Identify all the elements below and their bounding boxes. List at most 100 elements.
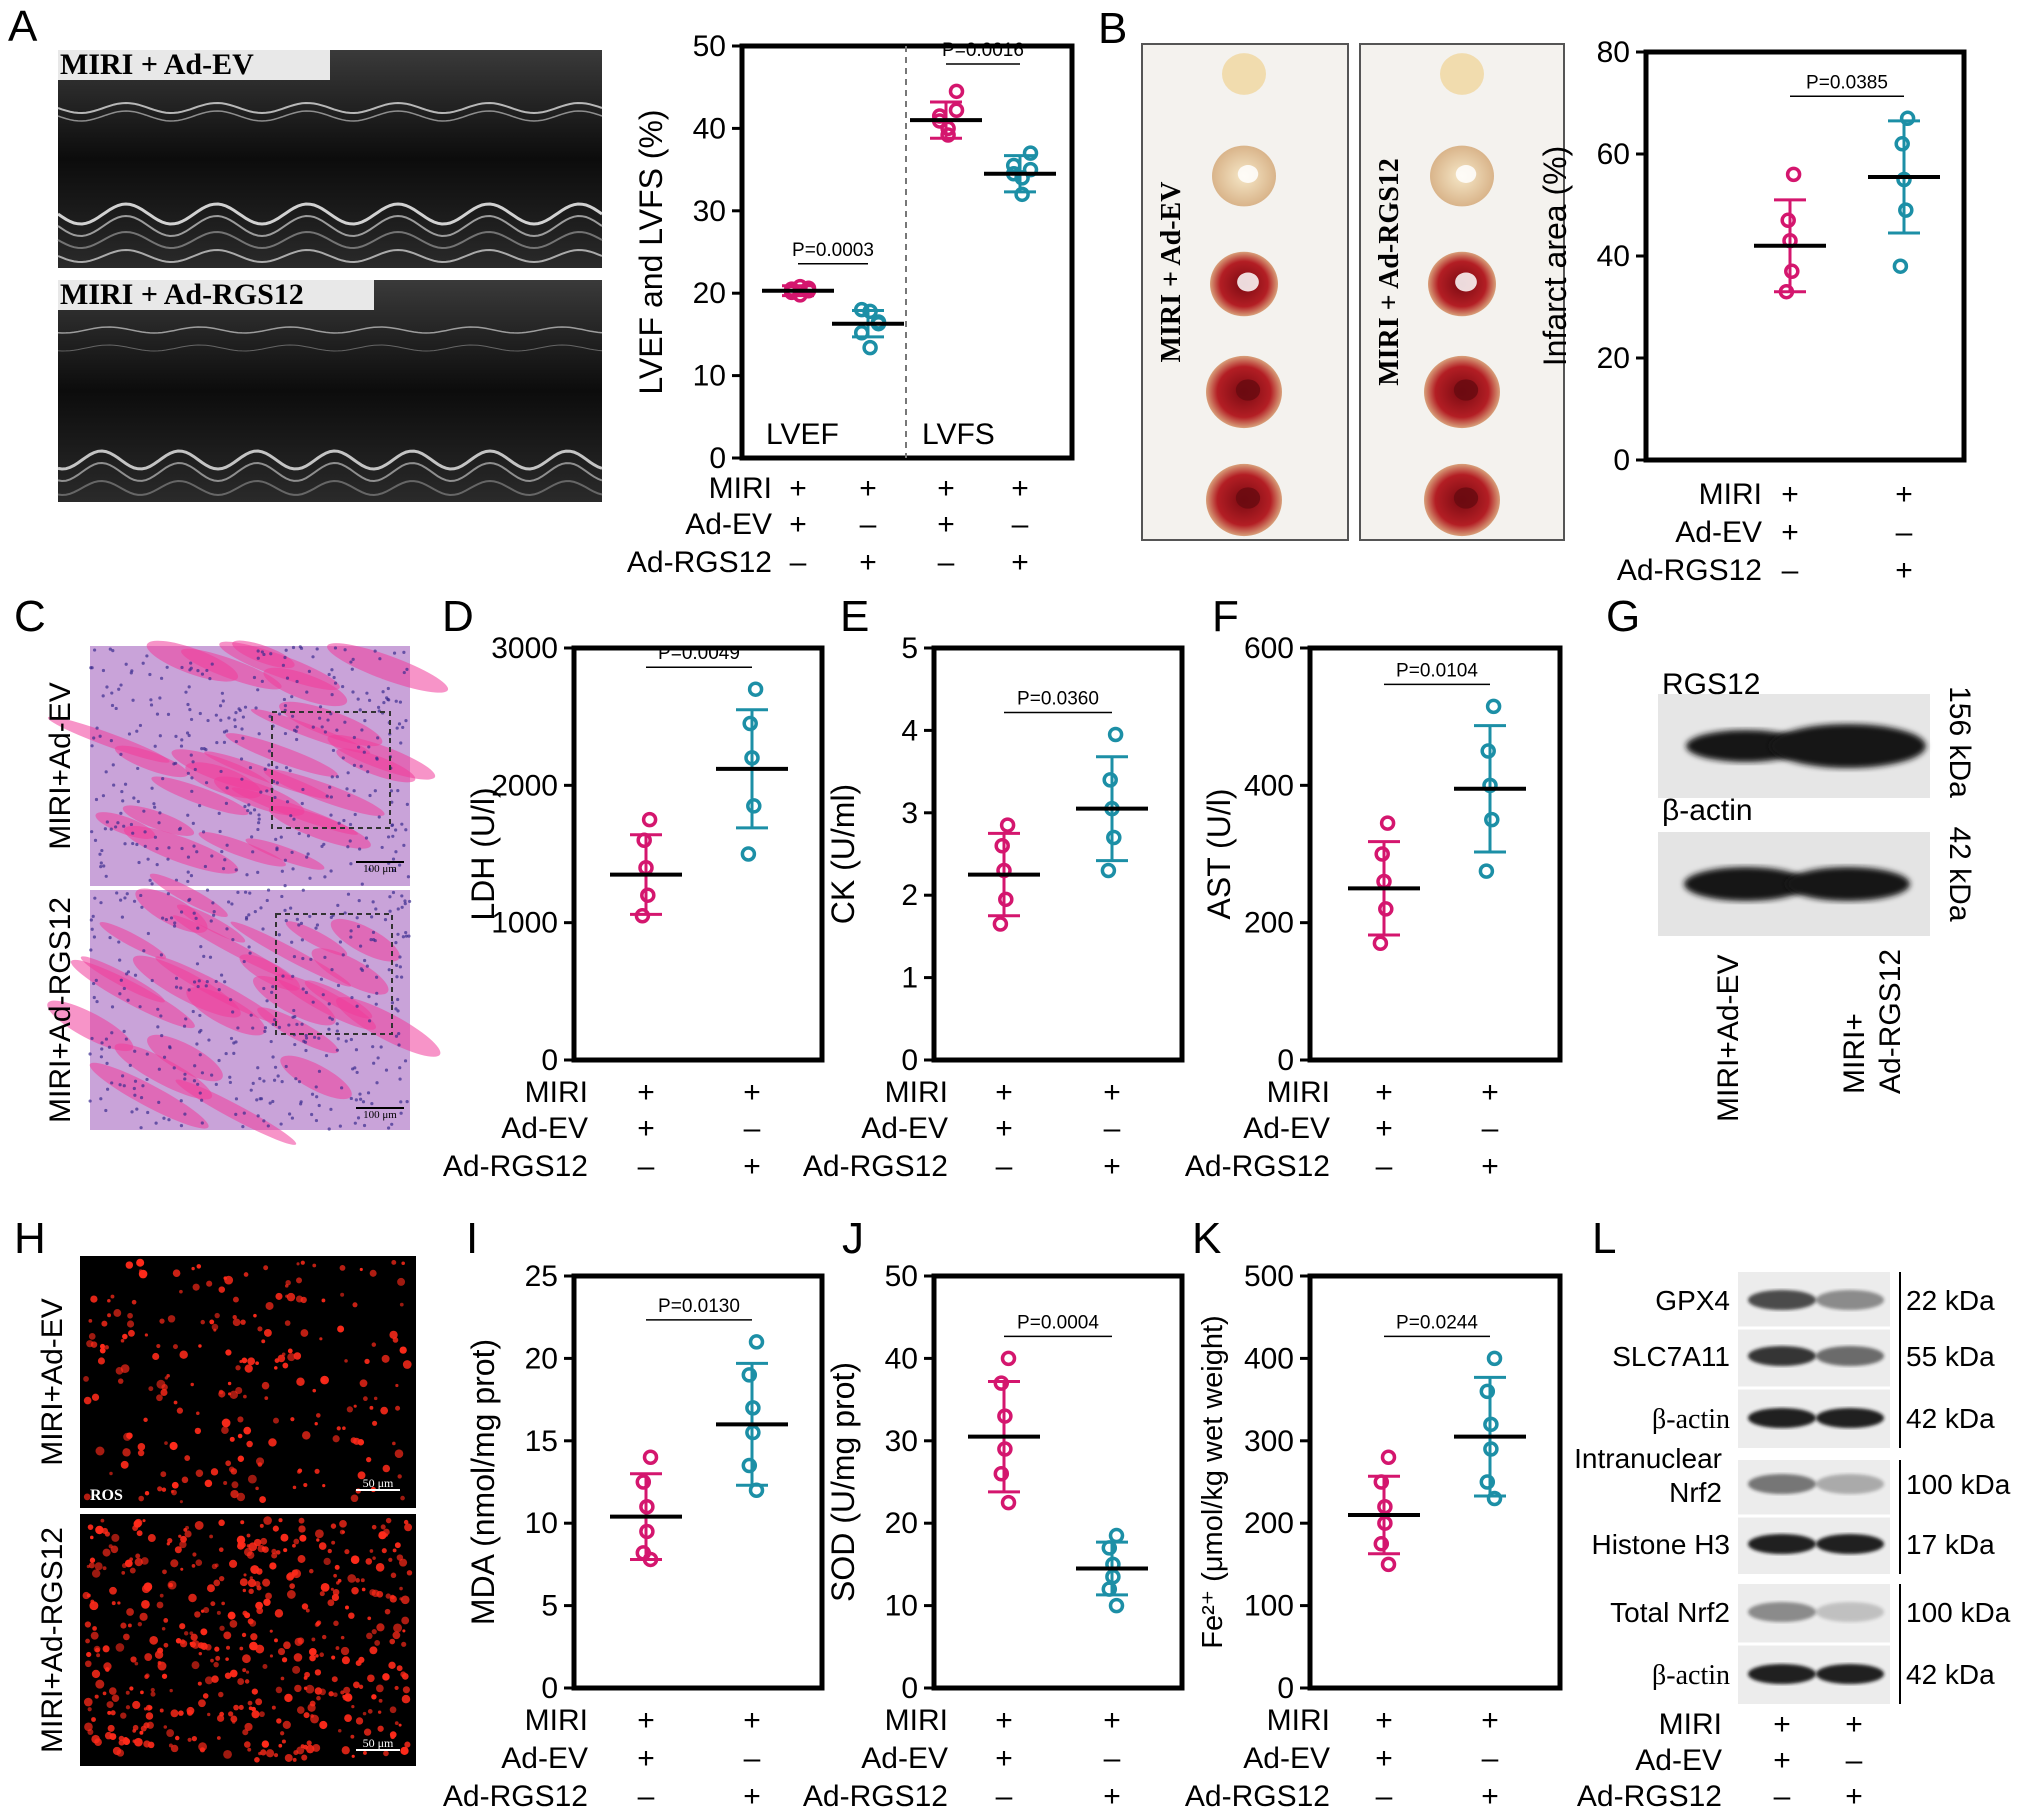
he-nucleus [211, 901, 214, 904]
ros-dot [333, 1692, 338, 1697]
he-nucleus [392, 857, 395, 860]
he-nucleus [95, 726, 98, 729]
ros-dot [109, 1687, 117, 1695]
ros-dot [242, 1654, 251, 1663]
ros-dot [389, 1331, 397, 1339]
ros-dot [222, 1419, 231, 1428]
he-nucleus [259, 791, 262, 794]
ros-dot [139, 1269, 142, 1272]
ros-dot [225, 1657, 229, 1661]
he-nucleus [207, 1038, 210, 1041]
he-nucleus [342, 953, 345, 956]
he-nucleus [275, 766, 278, 769]
ros-dot [282, 1352, 286, 1356]
he-label-rgs12: MIRI+Ad-RGS12 [44, 897, 77, 1123]
he-nucleus [336, 1022, 339, 1025]
he-nucleus [118, 959, 121, 962]
he-nucleus [288, 1112, 291, 1115]
he-nucleus [99, 1097, 102, 1100]
he-nucleus [203, 747, 206, 750]
he-nucleus [263, 1030, 266, 1033]
ros-dot [191, 1267, 194, 1270]
he-nucleus [390, 789, 393, 792]
he-nucleus [387, 1126, 390, 1129]
he-nucleus [357, 1116, 360, 1119]
he-nucleus [88, 1052, 91, 1055]
ros-dot [280, 1534, 288, 1542]
he-nucleus [243, 805, 246, 808]
he-nucleus [361, 969, 364, 972]
data-point [642, 889, 654, 901]
he-nucleus [276, 781, 279, 784]
he-nucleus [144, 845, 147, 848]
ros-dot [360, 1268, 363, 1271]
ros-dot [385, 1609, 391, 1615]
he-nucleus [354, 813, 357, 816]
ros-dot [273, 1418, 279, 1424]
he-nucleus [387, 687, 390, 690]
he-nucleus [104, 827, 107, 830]
ros-dot [94, 1738, 102, 1746]
echo-label-ev: MIRI + Ad-EV [60, 48, 254, 81]
ros-dot [132, 1740, 135, 1743]
ros-dot [328, 1549, 332, 1553]
treatment-label: MIRI [885, 1704, 948, 1737]
he-nucleus [227, 716, 230, 719]
he-nucleus [274, 1066, 277, 1069]
ros-dot [259, 1711, 265, 1717]
he-nucleus [330, 668, 333, 671]
ros-dot [366, 1457, 371, 1462]
he-nucleus [336, 1049, 339, 1052]
ros-dot [259, 1496, 266, 1503]
he-nucleus [359, 945, 362, 948]
he-nucleus [243, 960, 246, 963]
he-nucleus [175, 985, 178, 988]
ros-dot [262, 1664, 267, 1669]
he-nucleus [197, 985, 200, 988]
ros-dot [320, 1376, 329, 1385]
he-nucleus [363, 1124, 366, 1127]
he-label-ev: MIRI+Ad-EV [44, 682, 77, 850]
he-nucleus [343, 721, 346, 724]
ros-dot [247, 1544, 250, 1547]
data-point [1488, 700, 1500, 712]
ros-dot [294, 1653, 303, 1662]
ros-dot [390, 1595, 395, 1600]
ros-dot [160, 1594, 164, 1598]
data-point [1110, 729, 1122, 741]
ros-dot [302, 1603, 308, 1609]
data-point [1383, 1558, 1395, 1570]
he-nucleus [301, 802, 304, 805]
ros-dot [282, 1657, 287, 1662]
he-nucleus [93, 996, 96, 999]
ros-dot [332, 1676, 338, 1682]
he-nucleus [360, 765, 363, 768]
he-nucleus [368, 699, 371, 702]
ros-dot [288, 1349, 293, 1354]
ros-dot [107, 1711, 111, 1715]
he-nucleus [374, 789, 377, 792]
ros-dot [395, 1686, 399, 1690]
ros-dot [141, 1726, 147, 1732]
ros-dot [402, 1629, 405, 1632]
ros-dot [101, 1519, 105, 1523]
he-nucleus [398, 1077, 401, 1080]
ros-dot [391, 1260, 396, 1265]
he-nucleus [289, 907, 292, 910]
he-nucleus [250, 1089, 253, 1092]
he-nucleus [186, 880, 189, 883]
he-nucleus [139, 1126, 142, 1129]
he-nucleus [110, 739, 113, 742]
ros-dot [160, 1389, 167, 1396]
ros-dot [344, 1714, 352, 1722]
he-nucleus [318, 1104, 321, 1107]
ros-dot [306, 1745, 314, 1753]
he-nucleus [149, 879, 152, 882]
he-nucleus [404, 902, 407, 905]
data-point [645, 1451, 657, 1463]
ros-dot [278, 1518, 282, 1522]
ros-dot [242, 1668, 246, 1672]
ros-dot [196, 1412, 200, 1416]
ros-dot [292, 1569, 298, 1575]
he-nucleus [346, 845, 349, 848]
